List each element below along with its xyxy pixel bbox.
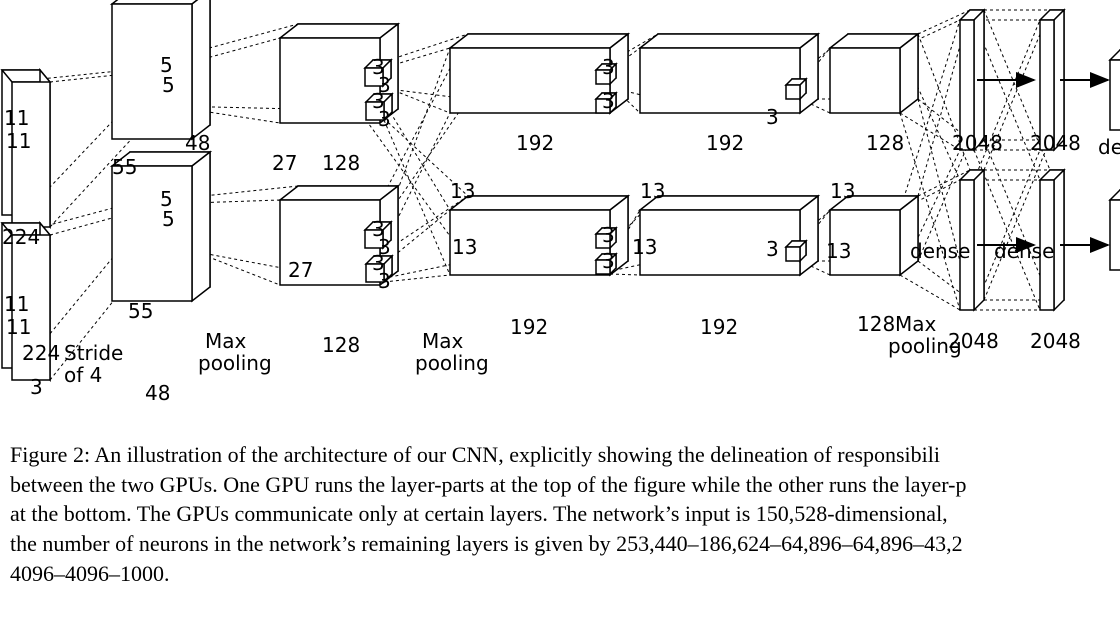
box-conv5-bot [830,196,918,275]
label-stride_l2: of 4 [64,363,102,387]
label-maxpool1_l1: Max [205,329,247,353]
label-c1_48b: 48 [145,381,170,405]
caption-line-4: the number of neurons in the network’s r… [10,531,963,556]
label-k3_3a: 3 [602,55,615,79]
label-fc7_2048b: 2048 [1030,329,1081,353]
label-c4_13b: 13 [632,235,657,259]
label-in_224a: 224 [2,225,40,249]
label-c2_128b: 128 [322,333,360,357]
label-in_11b: 11 [6,129,31,153]
caption-line-5: 4096–4096–1000. [10,561,170,586]
label-c3_192b: 192 [510,315,548,339]
box-conv4-top [640,34,818,113]
label-k4_3a: 3 [766,105,779,129]
label-maxpool2_l1: Max [422,329,464,353]
label-stride_l1: Stride [64,341,123,365]
label-c4_13a: 13 [640,179,665,203]
label-in_3: 3 [30,375,43,399]
label-dense2: dense [994,239,1054,263]
label-dense3: de [1098,135,1120,159]
box-conv4-bot [640,196,818,275]
label-maxpool3_l1: Max [895,312,937,336]
label-k3_3d: 3 [602,249,615,273]
label-in_11d: 11 [6,315,31,339]
label-c2_27a: 27 [272,151,297,175]
label-maxpool1_l2: pooling [198,351,272,375]
label-c5_13a: 13 [830,179,855,203]
label-in_11a: 11 [4,106,29,130]
label-c4_192b: 192 [700,315,738,339]
label-c2_27b: 27 [288,258,313,282]
label-c4_192a: 192 [706,131,744,155]
label-c1_48a: 48 [185,131,210,155]
label-c1_55a: 55 [112,155,137,179]
label-c5_13b: 13 [826,239,851,263]
label-maxpool2_l2: pooling [415,351,489,375]
box-kern4a-top [786,79,806,99]
label-c5_128b: 128 [857,312,895,336]
label-k2_3d: 3 [378,107,391,131]
label-in_224b: 224 [22,341,60,365]
label-c2_128a: 128 [322,151,360,175]
label-fc7_2048a: 2048 [1030,131,1081,155]
caption-label: Figure 2: [10,442,90,467]
caption-line-1: An illustration of the architecture of o… [94,442,940,467]
label-k2_3h: 3 [378,269,391,293]
box-conv5-top [830,34,918,113]
label-fc6_2048b: 2048 [948,329,999,353]
box-kern4a-bot [786,241,806,261]
label-in_11c: 11 [4,292,29,316]
caption-line-3: at the bottom. The GPUs communicate only… [10,501,948,526]
label-k4_3b: 3 [766,237,779,261]
label-c5_128a: 128 [866,131,904,155]
label-c3_13a: 13 [450,179,475,203]
figure-caption: Figure 2: An illustration of the archite… [10,440,1120,588]
label-c3_13b: 13 [452,235,477,259]
label-k3_3b: 3 [602,89,615,113]
label-k1_5d: 5 [162,207,175,231]
box-fc8-top [1110,50,1120,130]
label-k3_3c: 3 [602,223,615,247]
label-fc6_2048a: 2048 [952,131,1003,155]
label-c3_192a: 192 [516,131,554,155]
label-dense1: dense [910,239,970,263]
label-k1_5b: 5 [162,73,175,97]
caption-line-2: between the two GPUs. One GPU runs the l… [10,472,966,497]
box-fc8-bot [1110,190,1120,270]
cnn-architecture-diagram: 224224111111113Strideof 4555555554848Max… [0,0,1120,425]
label-c1_55b: 55 [128,299,153,323]
